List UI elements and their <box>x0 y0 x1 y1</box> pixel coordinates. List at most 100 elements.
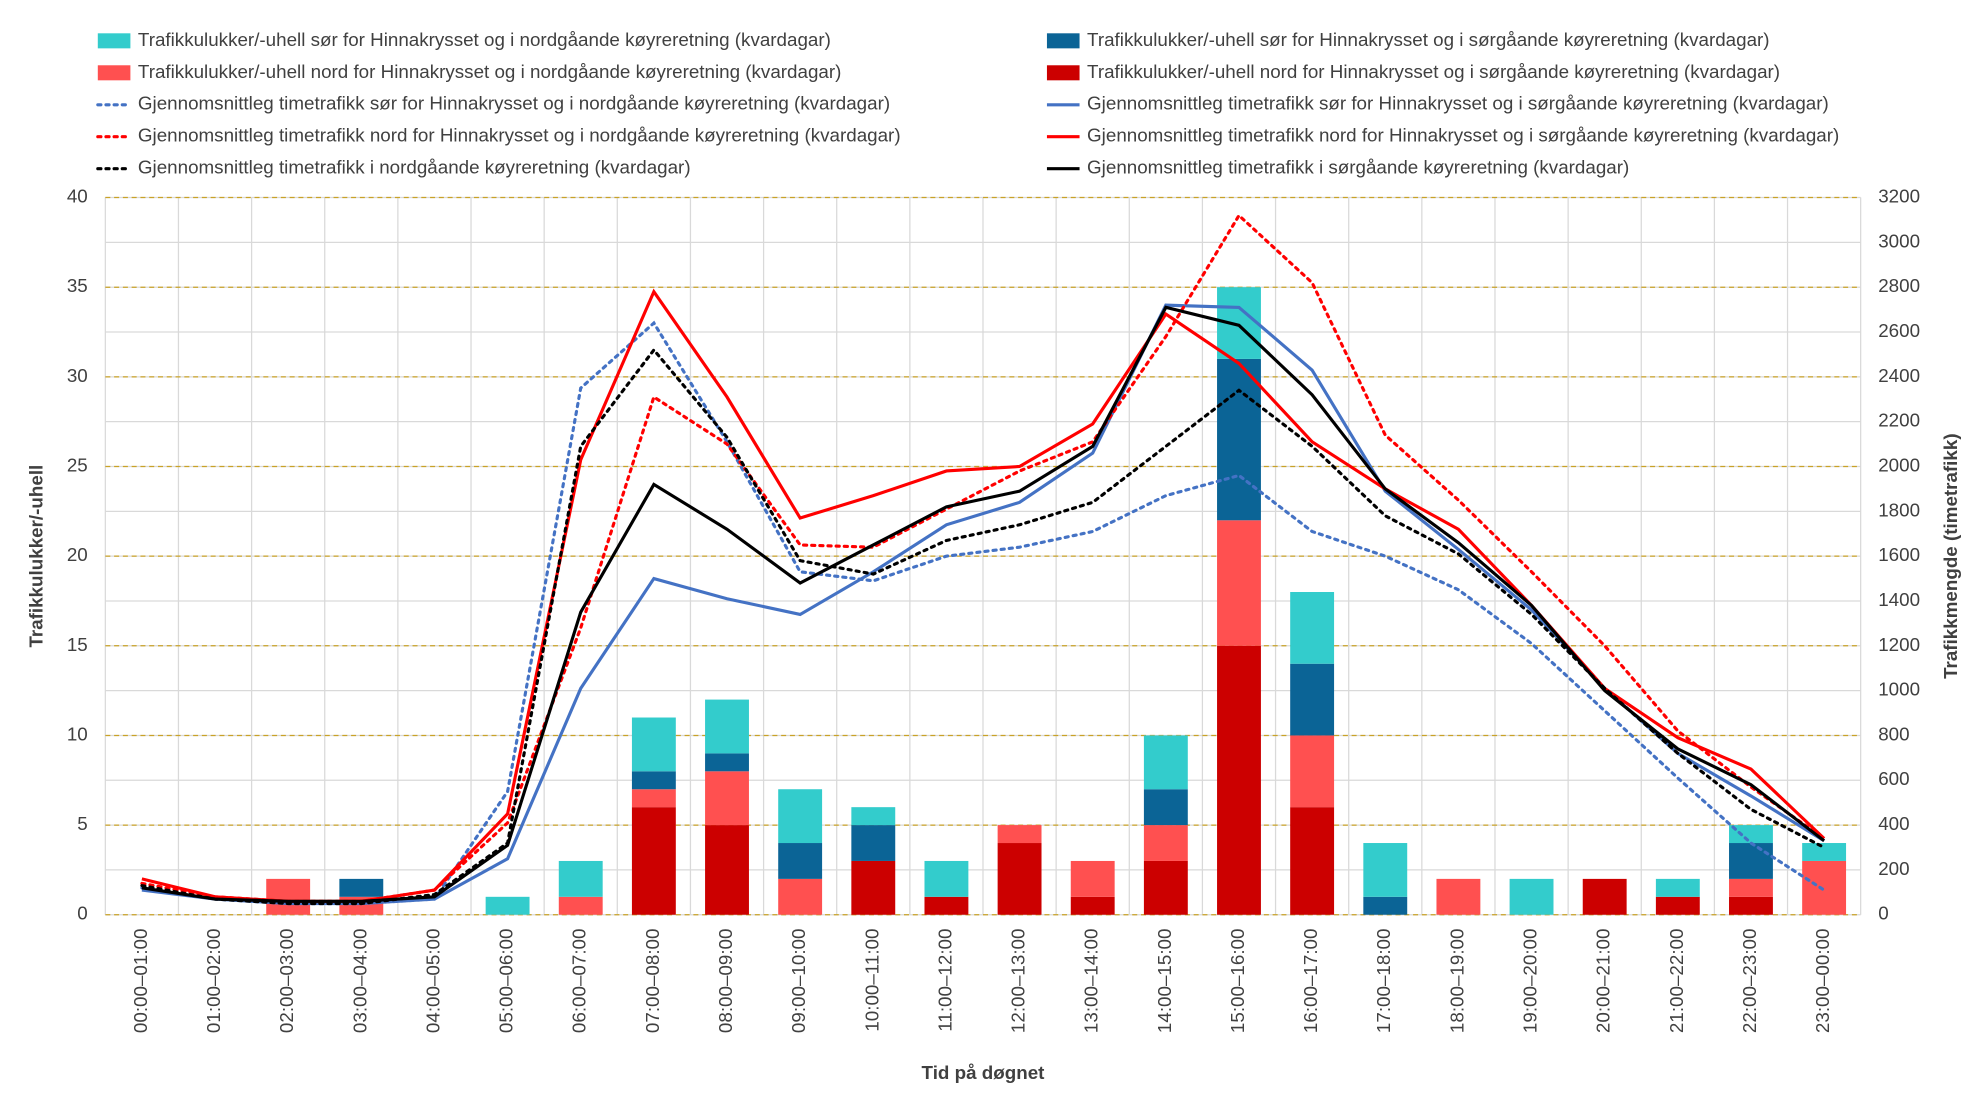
legend-swatch <box>97 65 131 81</box>
x-axis-title: Tid på døgnet <box>922 1062 1046 1083</box>
y-tick-label: 25 <box>67 454 88 475</box>
bar-segment <box>705 771 749 826</box>
bar-segment <box>631 771 676 790</box>
y-tick-label: 15 <box>67 634 88 655</box>
x-tick-label: 16:00–17:00 <box>1300 929 1321 1034</box>
x-tick-label: 03:00–04:00 <box>349 929 370 1034</box>
bar-segment <box>705 699 749 754</box>
bar-segment <box>1802 860 1847 915</box>
y-axis-title: Trafikkulukker/-uhell <box>26 465 47 648</box>
bar-segment <box>1290 807 1335 915</box>
bar-segment <box>1143 789 1188 826</box>
x-tick-label: 18:00–19:00 <box>1446 929 1467 1034</box>
y2-axis-title: Trafikkmengde (timetrafikk) <box>1940 433 1961 678</box>
bar-segment <box>778 789 823 844</box>
x-tick-label: 10:00–11:00 <box>861 929 882 1032</box>
y2-tick-label: 800 <box>1878 723 1909 744</box>
bar-segment <box>1729 878 1773 897</box>
y-tick-label: 35 <box>67 275 88 296</box>
legend-label: Gjennomsnittleg timetrafikk i nordgåande… <box>138 157 691 178</box>
x-tick-label: 09:00–10:00 <box>788 929 809 1034</box>
x-tick-label: 15:00–16:00 <box>1227 929 1248 1034</box>
legend-label: Trafikkulukker/-uhell sør for Hinnakryss… <box>1087 29 1770 50</box>
y2-tick-label: 2800 <box>1878 275 1920 296</box>
y-tick-label: 5 <box>77 813 87 834</box>
bar-segment <box>1217 645 1261 915</box>
bar-segment <box>1582 878 1627 915</box>
bar-segment <box>631 807 676 915</box>
bar-segment <box>997 843 1042 915</box>
y2-tick-label: 2600 <box>1878 320 1920 341</box>
bar-segment <box>705 825 749 915</box>
line-series <box>141 303 1825 906</box>
x-tick-label: 19:00–20:00 <box>1520 929 1541 1034</box>
y2-tick-label: 0 <box>1878 903 1888 924</box>
x-tick-label: 14:00–15:00 <box>1154 929 1175 1034</box>
y-tick-label: 10 <box>67 723 88 744</box>
legend-swatch <box>1046 65 1080 81</box>
x-tick-label: 12:00–13:00 <box>1008 929 1029 1034</box>
bar-segment <box>1363 843 1408 897</box>
legend-label: Gjennomsnittleg timetrafikk sør for Hinn… <box>1087 93 1829 114</box>
line-series <box>141 305 1826 903</box>
x-tick-label: 22:00–23:00 <box>1739 929 1760 1034</box>
legend-label: Gjennomsnittleg timetrafikk sør for Hinn… <box>138 93 890 114</box>
bar-segment <box>1290 592 1335 664</box>
x-tick-label: 11:00–12:00 <box>934 929 955 1032</box>
bar-segment <box>485 896 530 915</box>
bar-segment <box>1143 860 1188 915</box>
x-tick-label: 23:00–00:00 <box>1812 929 1833 1034</box>
x-tick-label: 06:00–07:00 <box>569 929 590 1034</box>
y2-tick-label: 3200 <box>1878 186 1920 207</box>
bar-segment <box>631 789 676 808</box>
legend-label: Trafikkulukker/-uhell nord for Hinnakrys… <box>138 61 841 82</box>
y2-tick-label: 1400 <box>1878 589 1920 610</box>
bar-segment <box>1143 825 1188 861</box>
legend-label: Gjennomsnittleg timetrafikk nord for Hin… <box>1087 125 1839 146</box>
bar-segment <box>1655 896 1700 915</box>
bar-segment <box>851 807 896 826</box>
legend-label: Gjennomsnittleg timetrafikk nord for Hin… <box>138 125 901 146</box>
bar-segment <box>1729 843 1773 879</box>
y-tick-label: 20 <box>67 544 88 565</box>
x-tick-label: 17:00–18:00 <box>1373 929 1394 1034</box>
bar-segment <box>1143 735 1188 790</box>
legend-swatch <box>97 33 131 49</box>
y2-tick-label: 200 <box>1878 858 1909 879</box>
x-tick-label: 20:00–21:00 <box>1593 929 1614 1034</box>
x-tick-label: 01:00–02:00 <box>203 929 224 1034</box>
bar-segment <box>778 843 823 879</box>
x-tick-label: 13:00–14:00 <box>1081 929 1102 1034</box>
bar-segment <box>1655 878 1700 897</box>
bar-segment <box>1070 860 1115 897</box>
bar-segment <box>1217 520 1261 646</box>
bar-segment <box>851 860 896 915</box>
y2-tick-label: 2000 <box>1878 454 1920 475</box>
bar-segment <box>558 896 603 915</box>
y2-tick-label: 3000 <box>1878 230 1920 251</box>
y-tick-label: 40 <box>67 186 88 207</box>
bar-segment <box>997 825 1042 844</box>
x-tick-label: 21:00–22:00 <box>1666 929 1687 1034</box>
legend-label: Trafikkulukker/-uhell nord for Hinnakrys… <box>1087 61 1780 82</box>
y2-tick-label: 2200 <box>1878 410 1920 431</box>
bar-segment <box>778 878 823 915</box>
bar-segment <box>924 896 969 915</box>
bar-segment <box>1509 878 1554 915</box>
bar-segment <box>1729 896 1773 915</box>
bar-segment <box>1290 663 1335 736</box>
bar-segment <box>924 860 969 897</box>
x-tick-label: 04:00–05:00 <box>422 929 443 1034</box>
line-series <box>140 213 1826 903</box>
legend-label: Gjennomsnittleg timetrafikk i sørgåande … <box>1087 157 1629 178</box>
bar-segment <box>1070 896 1115 915</box>
bar-segment <box>1363 896 1408 915</box>
bar-segment <box>1729 825 1773 844</box>
bar-segment <box>1217 358 1261 521</box>
bar-segment <box>1802 843 1847 861</box>
bar-segment <box>339 878 384 897</box>
y2-tick-label: 2400 <box>1878 365 1920 386</box>
bar-segment <box>705 753 749 772</box>
x-tick-label: 08:00–09:00 <box>715 929 736 1034</box>
